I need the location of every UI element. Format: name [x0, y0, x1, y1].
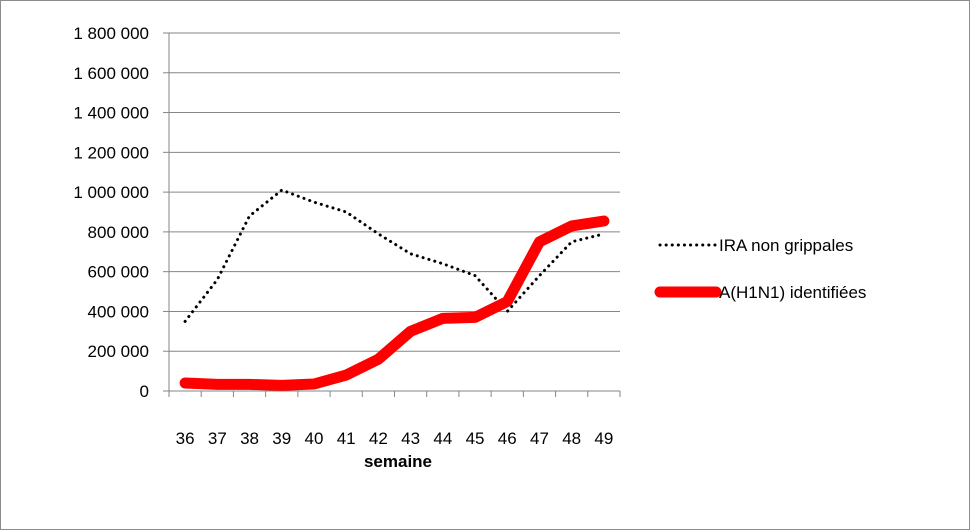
x-tick-labels: 36 37 38 39 40 41 42 43 44 45 46 47 48 49 [176, 429, 614, 448]
x-tick-label: 37 [208, 429, 227, 448]
y-tick-label: 1 600 000 [73, 64, 149, 83]
x-tick-label: 43 [401, 429, 420, 448]
y-tick-label: 0 [140, 382, 149, 401]
x-tick-label: 48 [562, 429, 581, 448]
y-tick-label: 1 000 000 [73, 183, 149, 202]
legend-entry-h1n1: A(H1N1) identifiées [654, 283, 866, 302]
series-lines [179, 188, 610, 391]
x-tick-label: 36 [176, 429, 195, 448]
axes [163, 32, 621, 397]
legend: IRA non grippales A(H1N1) identifiées [654, 236, 866, 302]
x-tick-label: 41 [337, 429, 356, 448]
x-tick-label: 44 [433, 429, 452, 448]
y-tick-label: 200 000 [88, 342, 149, 361]
x-tick-label: 42 [369, 429, 388, 448]
y-tick-label: 1 800 000 [73, 24, 149, 43]
x-axis-title: semaine [364, 452, 432, 471]
x-tick-label: 40 [305, 429, 324, 448]
y-tick-labels: 0 200 000 400 000 600 000 800 000 1 000 000 1 … [73, 24, 149, 401]
y-tick-label: 400 000 [88, 302, 149, 321]
x-tick-label: 38 [240, 429, 259, 448]
gridlines [169, 32, 620, 352]
y-tick-label: 800 000 [88, 223, 149, 242]
y-tick-label: 1 400 000 [73, 104, 149, 123]
series-line-h1n1 [179, 215, 610, 391]
y-tick-label: 600 000 [88, 263, 149, 282]
legend-label-ira: IRA non grippales [719, 236, 853, 255]
series-line-ira [183, 188, 606, 323]
y-tick-label: 1 200 000 [73, 143, 149, 162]
x-tick-label: 46 [498, 429, 517, 448]
legend-entry-ira: IRA non grippales [658, 236, 853, 255]
x-tick-label: 47 [530, 429, 549, 448]
x-tick-label: 39 [272, 429, 291, 448]
x-tick-label: 49 [594, 429, 613, 448]
x-tick-label: 45 [466, 429, 485, 448]
legend-label-h1n1: A(H1N1) identifiées [719, 283, 866, 302]
